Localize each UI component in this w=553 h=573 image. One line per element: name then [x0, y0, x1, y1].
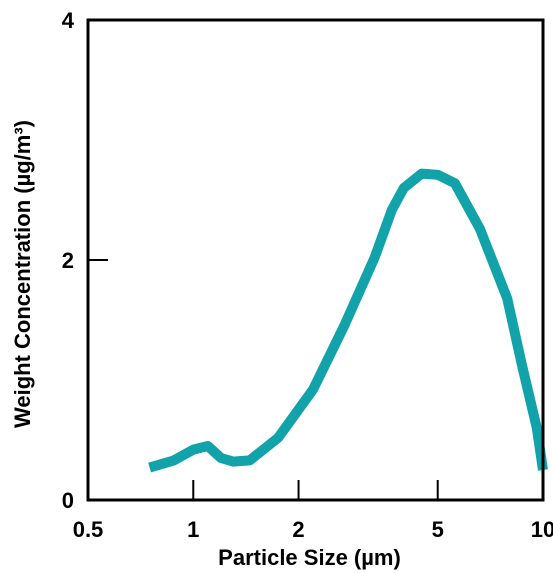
- series-line: [148, 168, 548, 473]
- x-axis-title: Particle Size (µm): [218, 545, 401, 570]
- y-axis-ticks: 0 2 4: [62, 8, 108, 513]
- x-tick-label: 0.5: [73, 517, 104, 542]
- series-layer: [148, 168, 548, 473]
- y-tick-label: 4: [62, 8, 75, 33]
- y-tick-label: 0: [62, 488, 74, 513]
- y-axis-title: Weight Concentration (µg/m³): [10, 120, 35, 428]
- x-axis-ticks: 0.5 1 2 5 10: [73, 480, 553, 542]
- x-tick-label: 2: [292, 517, 304, 542]
- y-tick-label: 2: [62, 248, 74, 273]
- x-tick-label: 10: [531, 517, 553, 542]
- x-tick-label: 1: [187, 517, 199, 542]
- plot-frame: [86, 18, 545, 502]
- x-tick-label: 5: [432, 517, 444, 542]
